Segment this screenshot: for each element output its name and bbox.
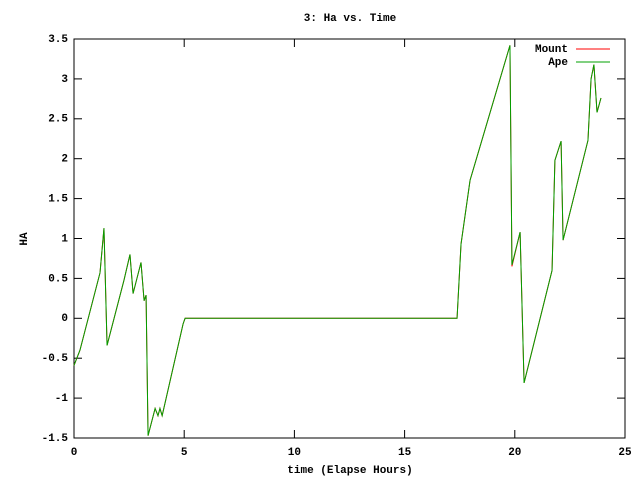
y-tick-label: -1 [55,393,69,405]
y-tick-label: 0.5 [48,273,68,285]
legend-label: Mount [535,44,568,56]
y-tick-label: 1 [61,233,68,245]
x-tick-label: 15 [398,447,412,459]
x-tick-label: 25 [618,447,632,459]
y-tick-label: -1.5 [42,433,69,445]
y-tick-label: 1.5 [48,194,68,206]
plot-border [73,38,626,439]
x-tick-label: 20 [508,447,521,459]
x-tick-label: 0 [71,447,78,459]
y-tick-label: 0 [61,313,68,325]
y-tick-label: 3 [61,74,68,86]
chart-title: 3: Ha vs. Time [304,13,397,25]
x-tick-label: 5 [181,447,188,459]
x-axis-label: time (Elapse Hours) [287,465,412,477]
x-tick-label: 10 [288,447,301,459]
y-tick-label: 3.5 [48,34,68,46]
y-tick-label: -0.5 [42,353,69,365]
legend-label: Ape [548,57,568,69]
y-tick-label: 2 [61,154,68,166]
series-line [73,45,602,436]
y-tick-label: 2.5 [48,114,68,126]
y-axis-label: HA [19,232,31,246]
